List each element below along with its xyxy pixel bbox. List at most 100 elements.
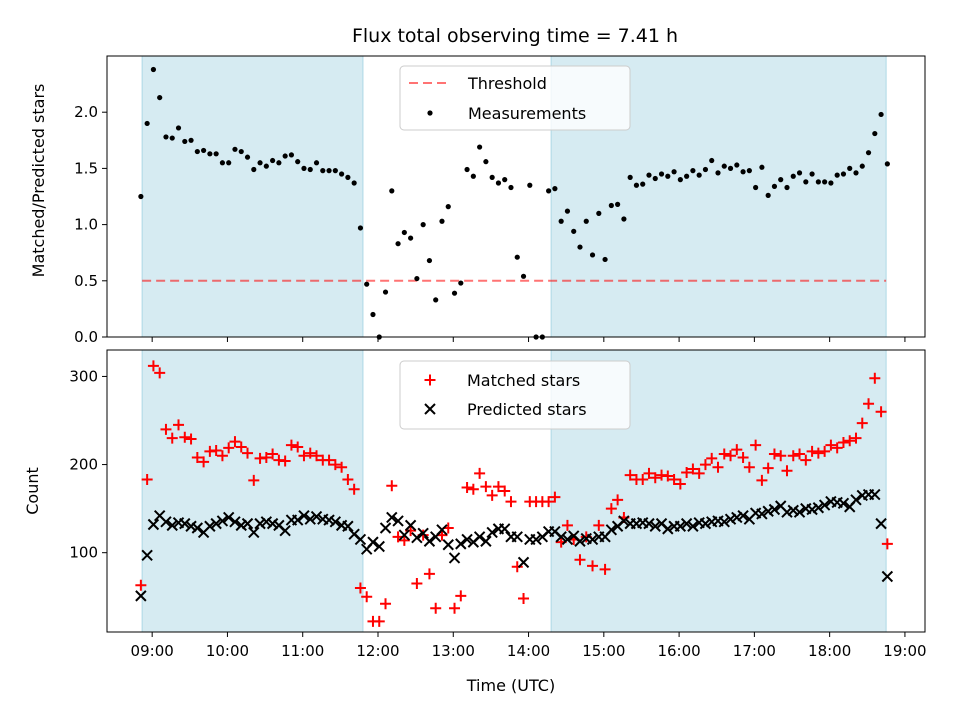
- predicted-star-point: [210, 517, 222, 530]
- measurement-point: [175, 125, 182, 131]
- measurement-point: [778, 177, 784, 183]
- measurement-point: [219, 160, 226, 166]
- predicted-star-point: [160, 516, 172, 528]
- y-tick-label: 200: [69, 456, 98, 474]
- predicted-star-point: [455, 538, 467, 550]
- matched-star-point: [806, 445, 818, 457]
- predicted-star-point: [530, 533, 542, 546]
- x-tick-label: 16:00: [657, 642, 700, 660]
- matched-star-point: [668, 474, 680, 486]
- measurement-point: [809, 171, 815, 177]
- legend-predicted-swatch: [424, 403, 436, 415]
- matched-star-point: [298, 450, 310, 462]
- matched-star-point: [354, 582, 366, 594]
- matched-star-point: [361, 591, 373, 603]
- measurement-point: [527, 182, 533, 188]
- measurement-point: [878, 111, 884, 118]
- matched-star-point: [574, 554, 586, 566]
- y-axis-label: Matched/Predicted stars: [29, 84, 48, 278]
- predicted-star-point: [404, 519, 417, 532]
- measurement-point: [464, 166, 470, 173]
- measurement-point: [865, 150, 872, 156]
- matched-star-point: [800, 454, 812, 466]
- measurement-point: [834, 172, 840, 178]
- matched-star-point: [681, 466, 693, 478]
- measurement-point: [652, 175, 658, 182]
- measurement-point: [564, 208, 571, 214]
- matched-star-point: [731, 444, 743, 456]
- measurement-point: [182, 138, 188, 145]
- x-tick-label: 19:00: [883, 642, 926, 660]
- measurement-point: [226, 160, 232, 166]
- matched-star-point: [329, 459, 341, 471]
- matched-star-point: [135, 579, 147, 591]
- matched-star-point: [430, 602, 442, 614]
- measurement-point: [558, 218, 564, 224]
- measurement-point: [451, 290, 458, 296]
- measurement-point: [414, 275, 420, 282]
- predicted-star-point: [166, 519, 178, 532]
- measurement-point: [351, 180, 357, 186]
- measurement-point: [740, 169, 746, 175]
- measurement-point: [665, 173, 671, 179]
- matched-star-point: [492, 481, 504, 493]
- measurement-point: [828, 180, 834, 186]
- matched-star-point: [869, 372, 881, 384]
- matched-star-point: [235, 441, 247, 453]
- matched-star-point: [467, 483, 479, 495]
- predicted-star-point: [423, 535, 436, 547]
- measurement-point: [847, 165, 853, 171]
- measurement-point: [433, 297, 439, 303]
- measurement-point: [546, 188, 552, 194]
- measurement-point: [571, 228, 577, 234]
- matched-star-point: [455, 590, 467, 602]
- matched-star-point: [518, 593, 530, 605]
- predicted-star-point: [354, 533, 367, 546]
- matched-star-point: [216, 450, 228, 462]
- count-observing-span: [141, 349, 364, 633]
- matched-star-point: [191, 452, 203, 464]
- predicted-star-point: [222, 511, 235, 524]
- predicted-star-point: [141, 549, 153, 562]
- predicted-star-point: [643, 517, 655, 530]
- measurement-point: [477, 144, 483, 150]
- plot-frame: [106, 349, 926, 633]
- measurement-point: [420, 222, 426, 228]
- matched-star-point: [794, 448, 806, 460]
- predicted-star-point: [486, 526, 498, 539]
- measurement-point: [640, 181, 646, 187]
- measurement-point: [426, 257, 433, 264]
- measurement-point: [232, 146, 238, 152]
- matched-star-point: [812, 447, 824, 459]
- matched-star-point: [348, 483, 360, 495]
- predicted-star-point: [191, 522, 204, 534]
- matched-star-point: [373, 615, 385, 627]
- matched-star-point: [649, 472, 661, 484]
- measurement-point: [339, 171, 345, 177]
- measurement-point: [288, 152, 295, 158]
- predicted-star-point: [379, 522, 392, 534]
- measurement-point: [796, 170, 803, 176]
- predicted-star-point: [392, 515, 404, 527]
- predicted-star-point: [386, 511, 398, 524]
- y-tick-label: 1.5: [74, 159, 98, 177]
- matched-star-point: [587, 560, 599, 572]
- measurement-point: [194, 148, 200, 155]
- predicted-star-point: [768, 503, 781, 516]
- measurement-point: [753, 184, 759, 191]
- matched-star-point: [141, 474, 153, 486]
- measurement-point: [853, 170, 859, 176]
- matched-star-point: [486, 489, 498, 501]
- predicted-star-point: [411, 531, 423, 544]
- measurement-point: [734, 162, 740, 168]
- matched-star-point: [336, 461, 348, 473]
- x-tick-label: 17:00: [733, 642, 776, 660]
- measurement-point: [589, 252, 596, 258]
- matched-star-point: [449, 602, 461, 614]
- measurement-point: [207, 151, 213, 157]
- x-tick-label: 11:00: [281, 642, 324, 660]
- matched-star-point: [405, 525, 417, 537]
- predicted-star-point: [555, 531, 567, 543]
- measurement-point: [163, 134, 169, 140]
- predicted-star-point: [373, 540, 385, 553]
